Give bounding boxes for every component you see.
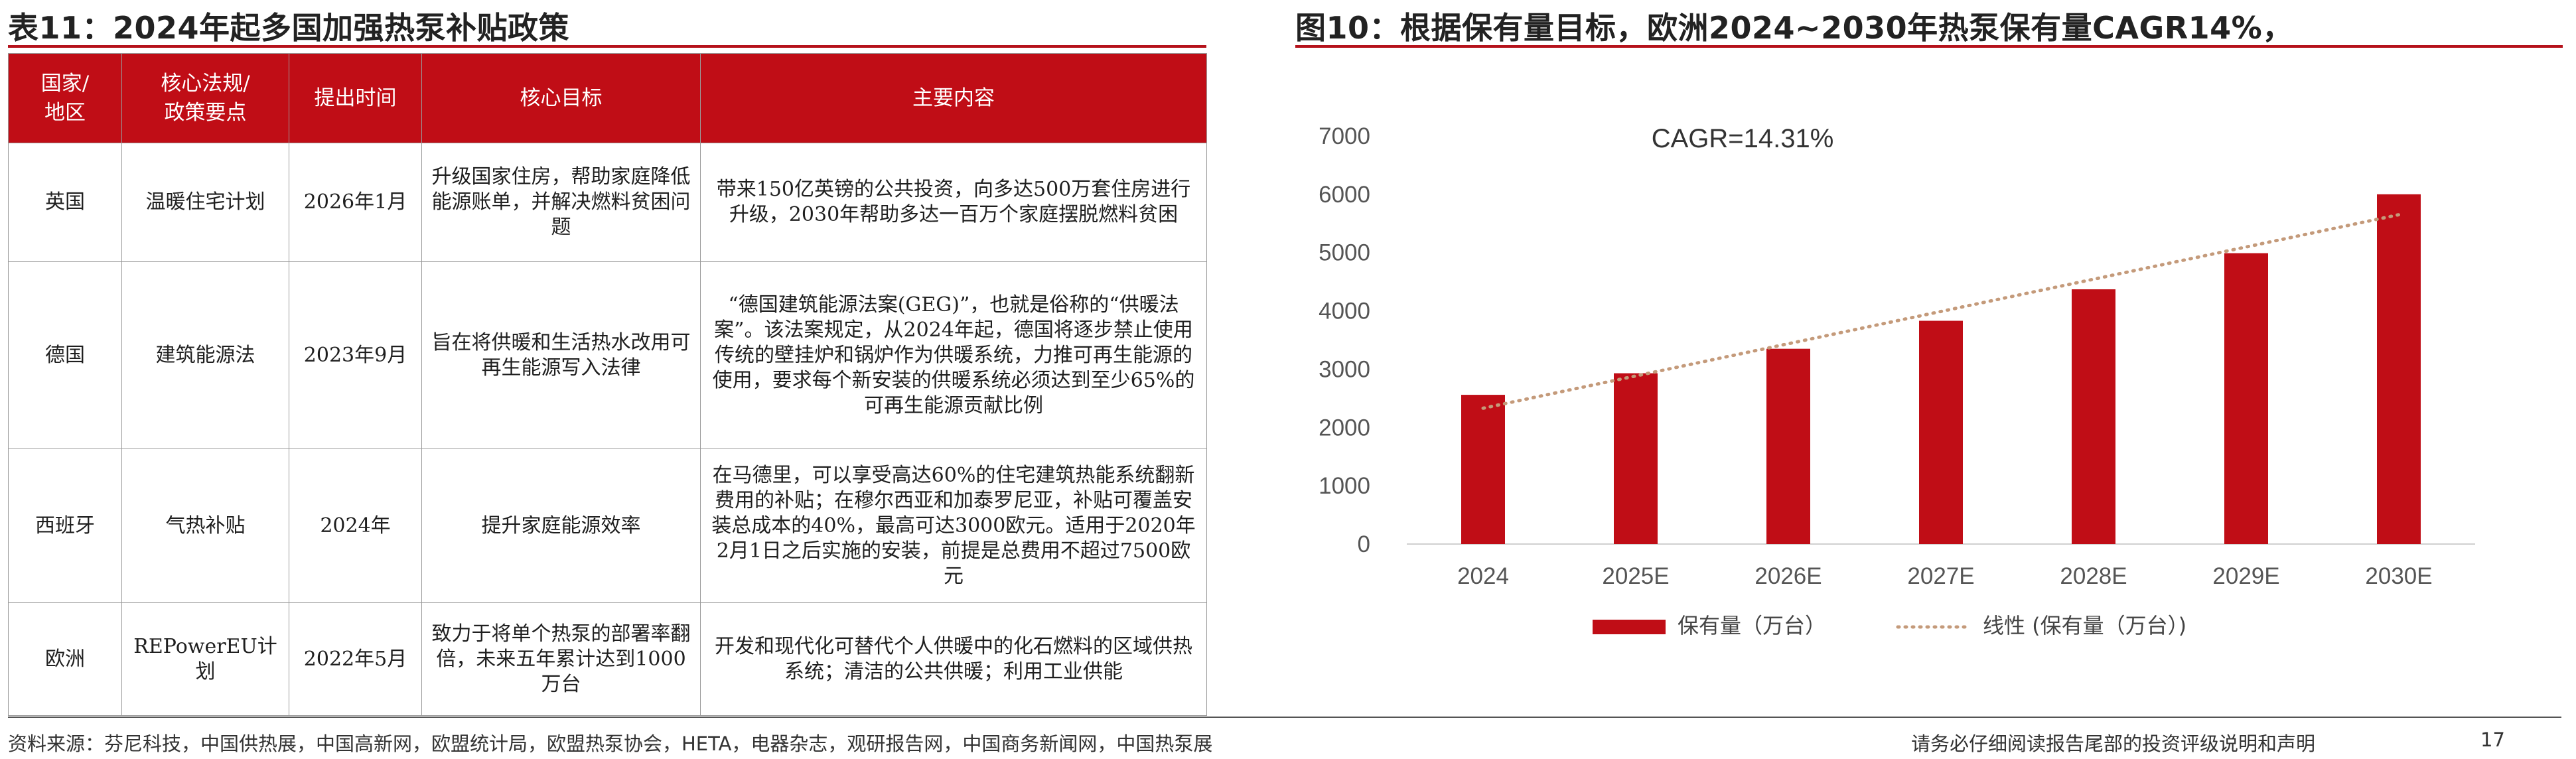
y-tick-label: 5000	[1319, 240, 1370, 266]
heat-pump-stock-chart: 0 1000 2000 3000 4000 5000 6000 7000 2024 2025E 20…	[1319, 123, 2475, 638]
cell-region: 德国	[8, 261, 122, 449]
table-row: 德国 建筑能源法 2023年9月 旨在将供暖和生活热水改用可再生能源写入法律 “…	[8, 261, 1207, 449]
y-tick-label: 1000	[1319, 473, 1370, 499]
bar	[1461, 395, 1505, 544]
header-policy: 核心法规/ 政策要点	[121, 53, 289, 143]
disclaimer-note: 请务必仔细阅读报告尾部的投资评级说明和声明	[1911, 732, 2316, 755]
cell-date: 2023年9月	[289, 261, 422, 449]
bar	[2224, 253, 2268, 544]
y-tick-label: 4000	[1319, 299, 1370, 324]
header-region: 国家/ 地区	[8, 53, 122, 143]
bar	[2377, 194, 2421, 544]
bar	[1614, 373, 1658, 544]
y-tick-label: 7000	[1319, 123, 1370, 149]
legend-bar-label: 保有量（万台）	[1678, 613, 1826, 638]
cell-date: 2022年5月	[289, 602, 422, 716]
y-tick-label: 6000	[1319, 182, 1370, 208]
cagr-annotation: CAGR=14.31%	[1652, 124, 1834, 153]
y-tick-label: 0	[1358, 531, 1370, 557]
x-tick-label: 2024	[1457, 563, 1509, 589]
cell-policy: 建筑能源法	[121, 261, 289, 449]
chart-title: 图10：根据保有量目标，欧洲2024~2030年热泵保有量CAGR14%，	[1295, 10, 2293, 46]
header-goal: 核心目标	[421, 53, 701, 143]
x-tick-label: 2028E	[2060, 563, 2127, 589]
bar	[1919, 320, 1963, 544]
cell-content: 开发和现代化可替代个人供暖中的化石燃料的区域供热系统；清洁的公共供暖；利用工业供…	[700, 602, 1207, 716]
table-row: 欧洲 REPowerEU计划 2022年5月 致力于将单个热泵的部署率翻倍，未来…	[8, 602, 1207, 716]
cell-goal: 提升家庭能源效率	[421, 448, 701, 603]
cell-goal: 升级国家住房，帮助家庭降低能源账单，并解决燃料贫困问题	[421, 143, 701, 262]
page-number: 17	[2480, 728, 2505, 751]
x-tick-label: 2025E	[1602, 563, 1669, 589]
title-underline-right	[1295, 45, 2563, 48]
source-note: 资料来源：芬尼科技，中国供热展，中国高新网，欧盟统计局，欧盟热泵协会，HETA，…	[8, 732, 1213, 755]
x-tick-label: 2026E	[1754, 563, 1822, 589]
cell-content: 在马德里，可以享受高达60%的住宅建筑热能系统翻新费用的补贴；在穆尔西亚和加泰罗…	[700, 448, 1207, 603]
cell-region: 欧洲	[8, 602, 122, 716]
bar	[2072, 289, 2115, 544]
cell-region: 西班牙	[8, 448, 122, 603]
table-row: 西班牙 气热补贴 2024年 提升家庭能源效率 在马德里，可以享受高达60%的住…	[8, 448, 1207, 603]
policy-table: 国家/ 地区 核心法规/ 政策要点 提出时间 核心目标 主要内容 英国 温暖住宅…	[8, 53, 1207, 716]
legend-bar-swatch	[1593, 620, 1666, 634]
x-tick-label: 2027E	[1907, 563, 1974, 589]
y-tick-label: 3000	[1319, 356, 1370, 382]
cell-content: “德国建筑能源法案(GEG)”，也就是俗称的“供暖法案”。该法案规定，从2024…	[700, 261, 1207, 449]
trendline	[1481, 213, 2401, 410]
bar	[1766, 348, 1810, 544]
title-underline-left	[8, 45, 1206, 48]
legend-trend-label: 线性 (保有量（万台）)	[1983, 613, 2186, 638]
cell-goal: 旨在将供暖和生活热水改用可再生能源写入法律	[421, 261, 701, 449]
cell-region: 英国	[8, 143, 122, 262]
cell-goal: 致力于将单个热泵的部署率翻倍，未来五年累计达到1000万台	[421, 602, 701, 716]
table-header-row: 国家/ 地区 核心法规/ 政策要点 提出时间 核心目标 主要内容	[8, 53, 1207, 143]
cell-policy: 温暖住宅计划	[121, 143, 289, 262]
cell-date: 2026年1月	[289, 143, 422, 262]
cell-date: 2024年	[289, 448, 422, 603]
y-tick-label: 2000	[1319, 415, 1370, 441]
cell-policy: REPowerEU计划	[121, 602, 289, 716]
footer-divider	[8, 717, 2561, 718]
cell-content: 带来150亿英镑的公共投资，向多达500万套住房进行升级，2030年帮助多达一百…	[700, 143, 1207, 262]
header-content: 主要内容	[700, 53, 1207, 143]
header-date: 提出时间	[289, 53, 422, 143]
x-tick-label: 2030E	[2365, 563, 2432, 589]
table-title: 表11：2024年起多国加强热泵补贴政策	[8, 10, 570, 46]
cell-policy: 气热补贴	[121, 448, 289, 603]
x-tick-label: 2029E	[2212, 563, 2279, 589]
table-row: 英国 温暖住宅计划 2026年1月 升级国家住房，帮助家庭降低能源账单，并解决燃…	[8, 143, 1207, 262]
